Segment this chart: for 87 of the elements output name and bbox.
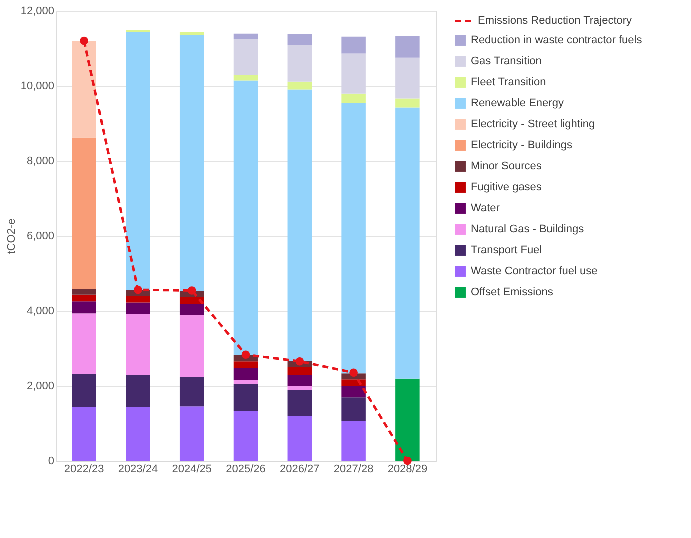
bar [126, 32, 150, 290]
bar [234, 362, 258, 368]
bar [288, 90, 312, 362]
bar [396, 108, 420, 379]
bar [180, 406, 204, 461]
bar [234, 75, 258, 81]
bar [342, 380, 366, 386]
bar [288, 45, 312, 82]
x-tick-label: 2024/25 [172, 464, 212, 476]
bar [72, 294, 96, 302]
bar [126, 407, 150, 461]
bar [72, 374, 96, 408]
bar [288, 34, 312, 46]
bar [126, 296, 150, 303]
bar [234, 34, 258, 40]
point [350, 368, 358, 378]
bar [234, 39, 258, 76]
bar [234, 380, 258, 384]
legend-label: Gas Transition [471, 56, 542, 68]
bar [234, 412, 258, 461]
legend-label: Reduction in waste contractor fuels [471, 34, 643, 46]
legend-label: Water [471, 202, 500, 214]
bar [342, 398, 366, 422]
x-tick-label: 2028/29 [388, 464, 428, 476]
bar [288, 390, 312, 416]
point [80, 36, 88, 46]
legend-label: Transport Fuel [471, 244, 542, 256]
bar [396, 58, 420, 99]
bar [288, 386, 312, 390]
point [242, 350, 250, 360]
bar [126, 314, 150, 376]
bar [234, 384, 258, 412]
x-tick-label: 2026/27 [280, 464, 320, 476]
y-tick-label: 12,000 [20, 6, 54, 18]
x-tick-label: 2022/23 [64, 464, 104, 476]
point [134, 286, 142, 294]
y-tick-label: 4,000 [26, 306, 54, 318]
bar [288, 375, 312, 386]
bar [396, 36, 420, 58]
y-tick-label: 10,000 [20, 80, 54, 92]
point [188, 286, 196, 295]
bar [396, 378, 420, 461]
x-tick-label: 2027/28 [334, 464, 374, 476]
legend-label: Fugitive gases [471, 182, 542, 194]
legend-label: Emissions Reduction Trajectory [478, 15, 633, 27]
legend-label: Renewable Energy [471, 98, 564, 110]
bar [72, 302, 96, 314]
bar [126, 376, 150, 408]
legend-label: Electricity - Street lighting [471, 118, 596, 130]
bar [342, 54, 366, 94]
bar [72, 314, 96, 374]
bar [180, 377, 204, 407]
x-tick-label: 2023/24 [118, 464, 158, 476]
y-tick-label: 8,000 [26, 156, 54, 168]
bar [180, 32, 204, 36]
legend-label: Natural Gas - Buildings [471, 224, 585, 236]
legend-label: Waste Contractor fuel use [471, 266, 598, 278]
bar [72, 138, 96, 290]
y-axis-title: tCO2-e [6, 218, 18, 254]
bar [342, 94, 366, 104]
bar [234, 80, 258, 356]
legend-label: Fleet Transition [471, 76, 546, 88]
bar [72, 407, 96, 461]
x-tick-label: 2025/26 [226, 464, 266, 476]
bar [288, 416, 312, 461]
bar [396, 98, 420, 108]
y-tick-label: 6,000 [26, 230, 54, 242]
bar [342, 386, 366, 398]
bar [288, 367, 312, 376]
point [296, 357, 304, 366]
bar [342, 421, 366, 461]
bar [72, 41, 96, 138]
bar [234, 368, 258, 380]
bar [180, 297, 204, 304]
legend-label: Electricity - Buildings [471, 140, 573, 152]
y-tick-label: 0 [48, 456, 54, 468]
bar [180, 304, 204, 316]
bar [288, 82, 312, 90]
bar [342, 36, 366, 54]
bar [126, 302, 150, 314]
bar [180, 316, 204, 378]
legend-label: Minor Sources [471, 160, 542, 172]
bar [180, 35, 204, 292]
bar [72, 289, 96, 295]
y-tick-label: 2,000 [26, 380, 54, 392]
legend-label: Offset Emissions [471, 286, 554, 298]
bar [342, 103, 366, 374]
